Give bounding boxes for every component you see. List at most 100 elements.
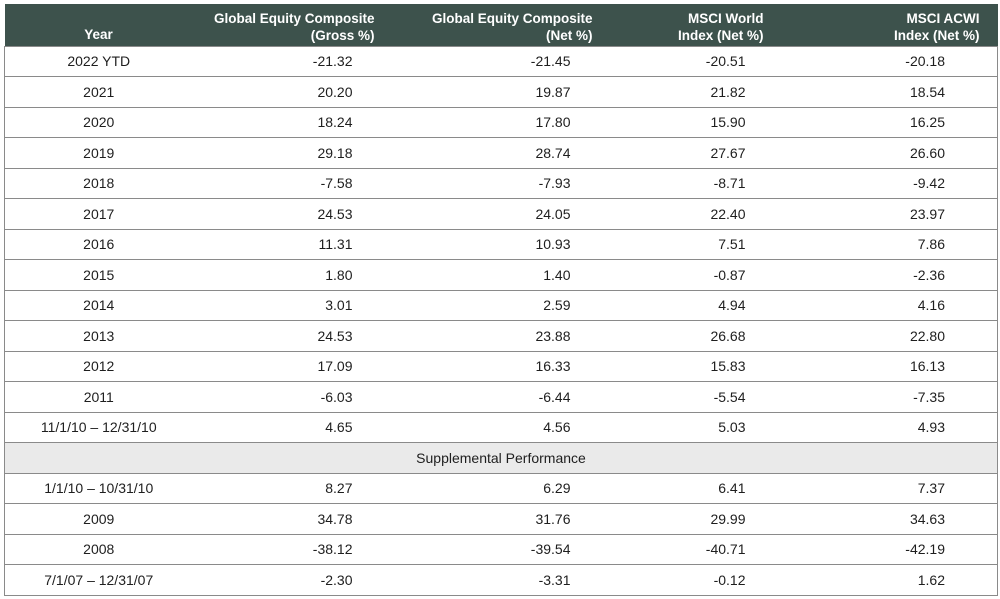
header-gross-line2: (Gross %) [310,27,375,43]
table-row: 2022 YTD -21.32 -21.45 -20.51 -20.18 [4,45,998,77]
cell-acwi: 18.54 [781,76,998,108]
cell-acwi: 4.93 [781,411,998,443]
cell-world: -20.51 [610,45,782,77]
cell-gross: 18.24 [192,106,393,138]
cell-gross: 4.65 [192,411,393,443]
table-row: 2015 1.80 1.40 -0.87 -2.36 [4,259,998,291]
cell-year: 1/1/10 – 10/31/10 [4,472,193,504]
cell-year: 2019 [4,137,193,169]
table-header: Year Global Equity Composite (Gross %) G… [4,4,998,46]
table-body: 2022 YTD -21.32 -21.45 -20.51 -20.18 2021 20.2… [4,45,998,596]
cell-net: 31.76 [392,503,611,535]
cell-gross: -21.32 [192,45,393,77]
cell-gross: 8.27 [192,472,393,504]
table-row: 2016 11.31 10.93 7.51 7.86 [4,228,998,260]
cell-world: 21.82 [610,76,782,108]
cell-world: -8.71 [610,167,782,199]
cell-acwi: -2.36 [781,259,998,291]
cell-net: 19.87 [392,76,611,108]
cell-acwi: 7.86 [781,228,998,260]
cell-acwi: 4.16 [781,289,998,321]
header-world-line1: MSCI World [688,10,764,26]
cell-year: 2017 [4,198,193,230]
header-world: MSCI World Index (Net %) [611,4,782,46]
header-net-line1: Global Equity Composite [431,10,593,26]
cell-year: 2015 [4,259,193,291]
cell-acwi: 1.62 [781,564,998,596]
cell-gross: 1.80 [192,259,393,291]
cell-year: 2013 [4,320,193,352]
table-row: 2011 -6.03 -6.44 -5.54 -7.35 [4,381,998,413]
table-row: 2018 -7.58 -7.93 -8.71 -9.42 [4,167,998,199]
cell-gross: -7.58 [192,167,393,199]
cell-gross: 34.78 [192,503,393,535]
table-row: 2019 29.18 28.74 27.67 26.60 [4,137,998,169]
cell-acwi: 26.60 [781,137,998,169]
supplemental-label: Supplemental Performance [4,442,998,474]
cell-year: 2009 [4,503,193,535]
cell-year: 2012 [4,350,193,382]
supplemental-row: Supplemental Performance [4,442,998,474]
cell-gross: 3.01 [192,289,393,321]
cell-year: 2018 [4,167,193,199]
cell-acwi: 34.63 [781,503,998,535]
cell-world: 4.94 [610,289,782,321]
table-row: 2009 34.78 31.76 29.99 34.63 [4,503,998,535]
cell-year: 2020 [4,106,193,138]
cell-acwi: -7.35 [781,381,998,413]
cell-net: 4.56 [392,411,611,443]
cell-net: 2.59 [392,289,611,321]
cell-world: 27.67 [610,137,782,169]
table-row: 11/1/10 – 12/31/10 4.65 4.56 5.03 4.93 [4,411,998,443]
cell-year: 2008 [4,533,193,565]
cell-net: 6.29 [392,472,611,504]
header-world-line2: Index (Net %) [677,27,764,43]
cell-world: 6.41 [610,472,782,504]
cell-net: -3.31 [392,564,611,596]
table-row: 1/1/10 – 10/31/10 8.27 6.29 6.41 7.37 [4,472,998,504]
cell-world: 15.90 [610,106,782,138]
header-net-line2: (Net %) [546,27,593,43]
cell-acwi: -42.19 [781,533,998,565]
header-row: Year Global Equity Composite (Gross %) G… [4,4,998,46]
header-acwi-line1: MSCI ACWI [906,10,980,26]
cell-gross: -2.30 [192,564,393,596]
cell-year: 2014 [4,289,193,321]
cell-net: 23.88 [392,320,611,352]
cell-year: 2016 [4,228,193,260]
cell-gross: 24.53 [192,198,393,230]
header-year-label: Year [84,26,113,42]
performance-table: Year Global Equity Composite (Gross %) G… [4,4,998,596]
cell-world: -0.12 [610,564,782,596]
cell-year: 2011 [4,381,193,413]
cell-year: 2021 [4,76,193,108]
cell-world: 5.03 [610,411,782,443]
table-row: 7/1/07 – 12/31/07 -2.30 -3.31 -0.12 1.62 [4,564,998,596]
header-acwi: MSCI ACWI Index (Net %) [782,4,998,46]
cell-year: 11/1/10 – 12/31/10 [4,411,193,443]
header-gross-line1: Global Equity Composite [213,10,375,26]
cell-net: 24.05 [392,198,611,230]
cell-world: -0.87 [610,259,782,291]
cell-gross: 20.20 [192,76,393,108]
table-row: 2012 17.09 16.33 15.83 16.13 [4,350,998,382]
cell-acwi: -20.18 [781,45,998,77]
cell-gross: -6.03 [192,381,393,413]
cell-world: 26.68 [610,320,782,352]
header-year: Year [5,4,193,46]
cell-gross: 17.09 [192,350,393,382]
cell-gross: 29.18 [192,137,393,169]
cell-acwi: 16.25 [781,106,998,138]
cell-net: 10.93 [392,228,611,260]
cell-net: 16.33 [392,350,611,382]
table-row: 2021 20.20 19.87 21.82 18.54 [4,76,998,108]
table-row: 2017 24.53 24.05 22.40 23.97 [4,198,998,230]
cell-world: 22.40 [610,198,782,230]
cell-acwi: 22.80 [781,320,998,352]
cell-net: -7.93 [392,167,611,199]
cell-world: -40.71 [610,533,782,565]
header-net: Global Equity Composite (Net %) [393,4,611,46]
header-gross: Global Equity Composite (Gross %) [193,4,393,46]
cell-net: 28.74 [392,137,611,169]
cell-net: -39.54 [392,533,611,565]
